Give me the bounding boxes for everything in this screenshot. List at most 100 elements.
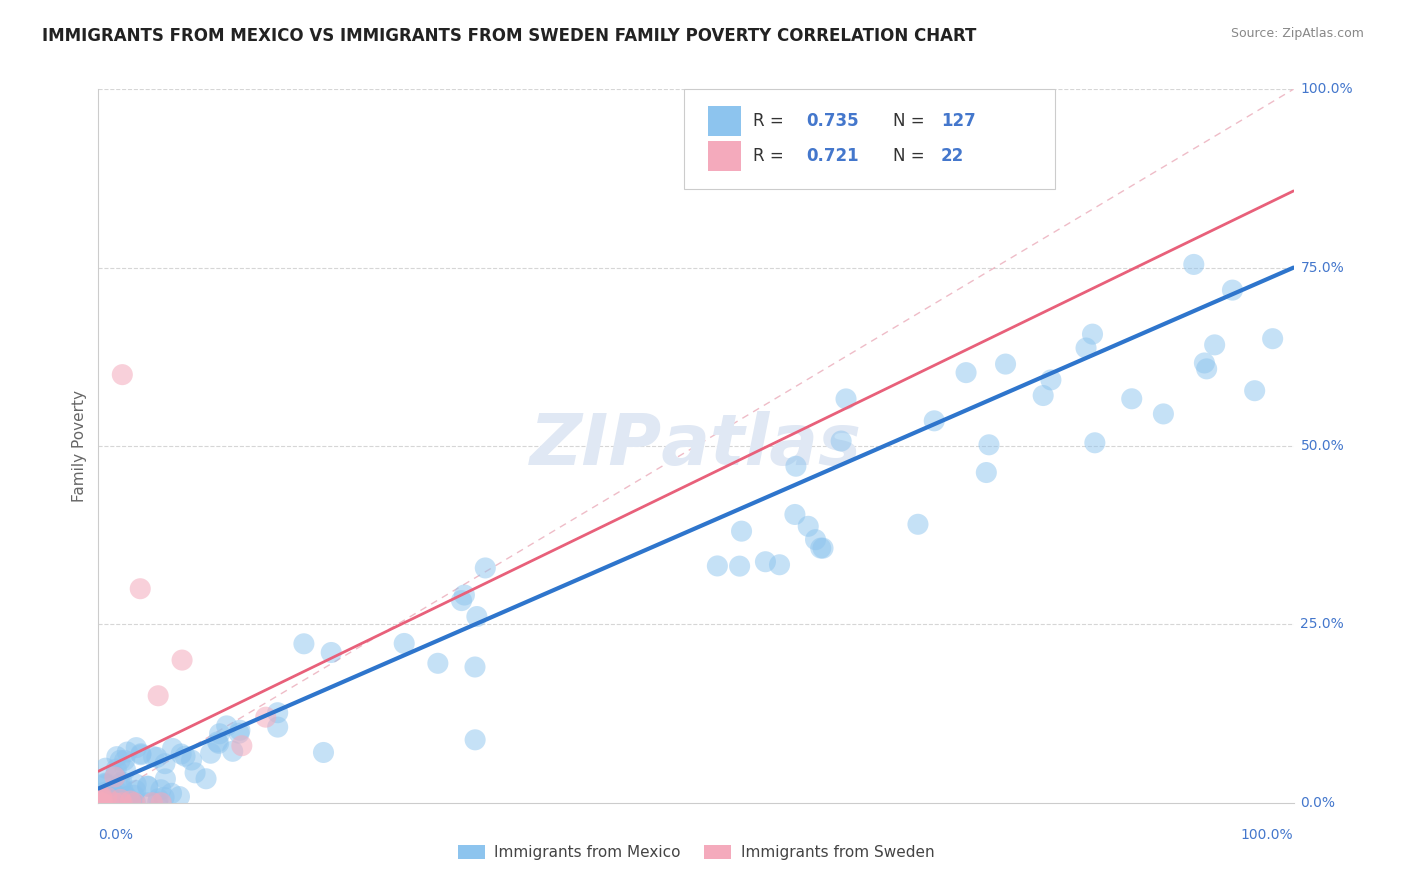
Point (783, 508, 806, 522)
Point (105, 762, 128, 776)
Point (1032, 388, 1054, 402)
Point (146, 750, 169, 764)
Point (267, 706, 290, 720)
Point (104, 796, 127, 810)
Text: 25.0%: 25.0% (1301, 617, 1344, 632)
Point (100, 794, 122, 808)
Point (101, 796, 124, 810)
Point (94, 761, 117, 775)
Point (976, 466, 998, 480)
Point (103, 796, 125, 810)
Point (1243, 384, 1265, 398)
Point (114, 753, 136, 767)
Point (90, 796, 112, 810)
Point (312, 746, 335, 760)
Point (136, 779, 159, 793)
Point (105, 796, 128, 810)
Point (91, 793, 114, 807)
Point (101, 796, 124, 810)
Point (170, 747, 193, 761)
Text: 0.735: 0.735 (806, 112, 859, 129)
Point (1195, 362, 1218, 376)
Point (797, 519, 820, 533)
Point (977, 438, 1000, 452)
Point (810, 541, 832, 555)
Point (90, 794, 112, 808)
Point (195, 772, 218, 786)
Point (120, 794, 142, 808)
Point (922, 414, 945, 428)
Point (96, 796, 118, 810)
Point (114, 763, 136, 777)
Point (450, 593, 472, 607)
Point (90, 796, 112, 810)
Point (129, 747, 152, 762)
Text: R =: R = (754, 147, 789, 165)
Point (321, 646, 343, 660)
Point (111, 368, 134, 382)
Point (172, 653, 194, 667)
Point (1084, 435, 1107, 450)
Point (111, 782, 134, 797)
Point (254, 710, 277, 724)
Point (229, 723, 252, 738)
Legend: Immigrants from Mexico, Immigrants from Sweden: Immigrants from Mexico, Immigrants from … (451, 839, 941, 866)
Point (125, 777, 148, 791)
Point (114, 796, 136, 810)
Text: Source: ZipAtlas.com: Source: ZipAtlas.com (1230, 27, 1364, 40)
Point (91, 789, 114, 804)
Point (110, 777, 132, 791)
Text: 100.0%: 100.0% (1301, 82, 1353, 96)
Point (207, 736, 229, 750)
Point (267, 720, 290, 734)
Point (124, 783, 146, 797)
Point (111, 796, 134, 810)
Point (90, 796, 112, 810)
Point (1182, 257, 1205, 271)
Text: 50.0%: 50.0% (1301, 439, 1344, 453)
Point (804, 533, 827, 547)
Point (90, 790, 112, 805)
Point (89, 796, 111, 810)
Point (207, 735, 229, 749)
Point (89, 796, 111, 810)
Point (155, 772, 177, 786)
Point (184, 765, 207, 780)
Point (122, 789, 145, 803)
Point (768, 558, 790, 572)
Point (1121, 392, 1143, 406)
Point (392, 636, 415, 650)
Point (160, 786, 183, 800)
Text: IMMIGRANTS FROM MEXICO VS IMMIGRANTS FROM SWEDEN FAMILY POVERTY CORRELATION CHAR: IMMIGRANTS FROM MEXICO VS IMMIGRANTS FRO… (42, 27, 977, 45)
Point (125, 740, 148, 755)
Point (1074, 341, 1097, 355)
Y-axis label: Family Poverty: Family Poverty (72, 390, 87, 502)
FancyBboxPatch shape (709, 141, 741, 171)
Point (1194, 356, 1216, 370)
Point (835, 392, 858, 406)
Point (111, 774, 134, 789)
Point (124, 796, 146, 810)
Point (114, 796, 136, 810)
Point (101, 785, 124, 799)
Point (103, 787, 125, 801)
Point (169, 789, 191, 804)
Point (94, 777, 117, 791)
Point (706, 558, 728, 573)
Point (115, 796, 138, 810)
Text: 22: 22 (941, 147, 965, 165)
Point (117, 745, 139, 759)
Point (208, 727, 231, 741)
Point (108, 796, 131, 810)
Point (122, 796, 145, 810)
Text: N =: N = (893, 112, 929, 129)
Point (91, 796, 114, 810)
Point (754, 555, 776, 569)
Text: 0.0%: 0.0% (1301, 796, 1336, 810)
Point (93, 785, 115, 799)
Point (105, 749, 128, 764)
Point (955, 366, 977, 380)
Point (104, 770, 127, 784)
Point (465, 609, 488, 624)
Point (1039, 373, 1062, 387)
